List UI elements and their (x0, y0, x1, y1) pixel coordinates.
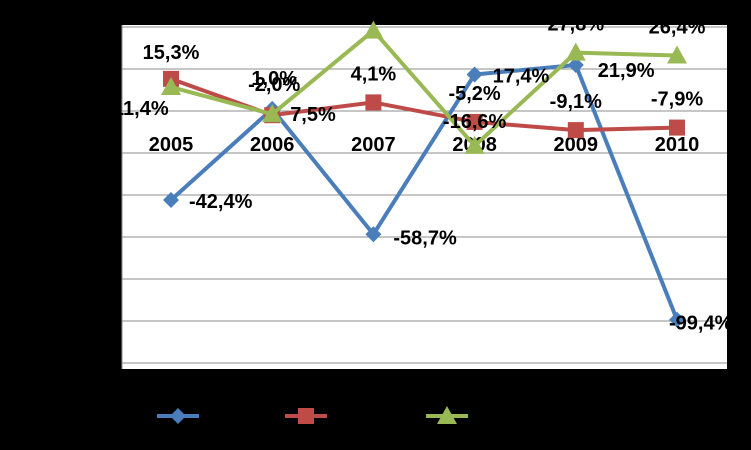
data-label: 4,1% (351, 63, 397, 85)
data-point-diamond (163, 192, 179, 209)
data-label: 17,4% (493, 65, 550, 87)
x-tick-label: 2007 (351, 134, 396, 156)
data-label: 11,4% (113, 98, 169, 120)
data-point-triangle (565, 42, 586, 61)
data-point-square (567, 122, 584, 139)
series-line (169, 63, 679, 321)
data-point-triangle (262, 104, 283, 123)
data-point-diamond (365, 226, 382, 243)
data-label: -7,9% (651, 89, 703, 111)
data-point-square (365, 94, 382, 111)
data-point-diamond (170, 408, 186, 424)
series-triangle (161, 20, 687, 154)
legend-entry-diamond (157, 408, 199, 424)
series-line (170, 28, 678, 148)
data-point-square (669, 119, 685, 136)
data-label: -2,0% (248, 74, 300, 96)
data-label: 21,9% (598, 60, 655, 82)
data-label: -9,1% (550, 91, 602, 113)
data-point-square (298, 408, 314, 424)
legend (157, 406, 468, 424)
series-lines (161, 20, 687, 328)
data-label: -99,4% (669, 313, 733, 335)
x-tick-label: 2009 (554, 134, 599, 156)
data-point-square (466, 113, 483, 130)
x-tick-label: 2005 (149, 134, 194, 156)
series-diamond (163, 57, 685, 328)
data-point-diamond (567, 57, 584, 74)
data-label: -58,7% (393, 227, 457, 249)
data-label: -16,6% (443, 111, 507, 133)
data-point-triangle (667, 45, 687, 64)
data-point-triangle (464, 135, 485, 154)
data-point-triangle (363, 20, 384, 39)
data-point-diamond (466, 66, 483, 83)
data-point-triangle (161, 77, 181, 96)
data-label: 15,3% (143, 42, 200, 64)
data-label: 26,4% (649, 17, 706, 39)
data-label: 7,5% (290, 104, 336, 126)
data-point-triangle (437, 406, 457, 424)
legend-entry-triangle (426, 406, 468, 424)
data-point-diamond (669, 311, 685, 328)
data-label: 1,0% (251, 68, 297, 90)
x-tick-label: 2010 (655, 134, 700, 156)
x-tick-label: 2006 (250, 134, 295, 156)
data-label: -42,4% (189, 191, 253, 213)
data-label: 27,8% (547, 14, 604, 36)
data-labels: -42,4% 1,0% -58,7% 17,4% 21,9% -99,4% 15,3% -2,… (113, 0, 733, 335)
data-label: 38,3% (345, 0, 402, 18)
data-label: -5,2% (448, 83, 500, 105)
legend-entry-square (285, 408, 327, 424)
